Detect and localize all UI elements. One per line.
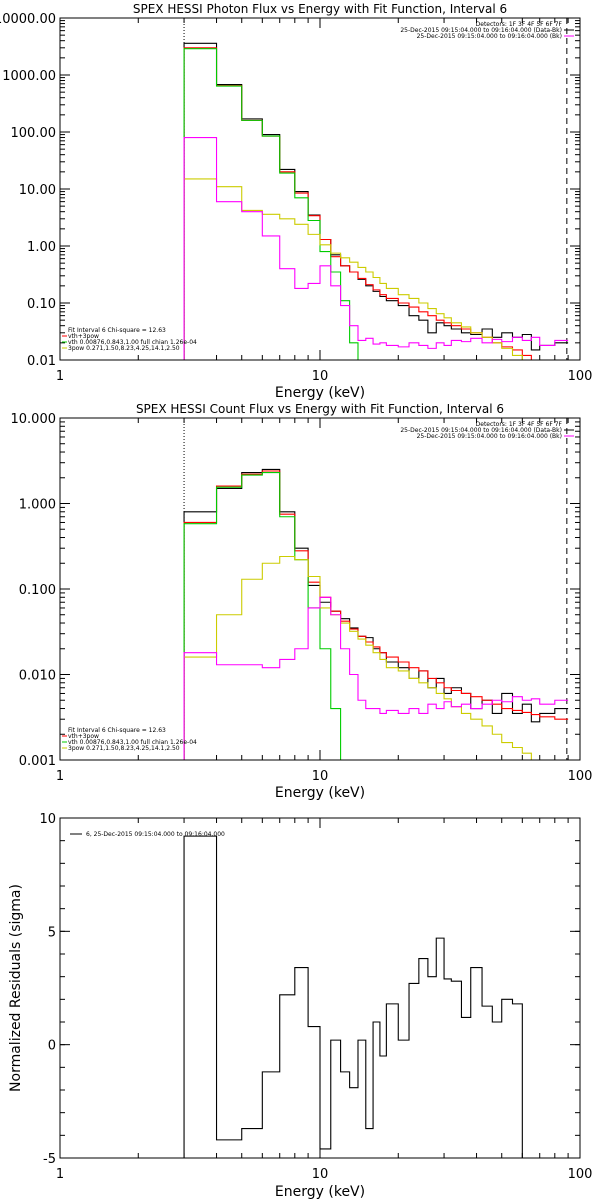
photon-flux-plot: 1 10 100 0.01 0.10 1.00 10.00 100.00 1000.00 1000… bbox=[0, 12, 592, 384]
photon-flux-ytick-label: 1.00 bbox=[27, 240, 56, 255]
residuals-ytick-label: 5 bbox=[48, 925, 56, 940]
residuals-series-residuals bbox=[183, 835, 569, 1158]
photon-flux-ytick-label: 10000.00 bbox=[0, 12, 56, 27]
residuals-frame bbox=[59, 817, 581, 1159]
count-flux-series-3pow bbox=[183, 555, 569, 760]
photon-flux-title: SPEX HESSI Photon Flux vs Energy with Fi… bbox=[133, 2, 507, 16]
photon-flux-xtick-label: 100 bbox=[568, 369, 593, 384]
count-flux-xlabel: Energy (keV) bbox=[275, 785, 365, 801]
residuals-ytick-label: -5 bbox=[43, 1152, 56, 1167]
count-flux-ytick-label: 0.001 bbox=[19, 754, 56, 769]
residuals-ytick-label: 10 bbox=[39, 812, 56, 827]
photon-flux-frame bbox=[59, 17, 581, 361]
count-flux-ytick-label: 1.000 bbox=[19, 498, 56, 513]
photon-flux-series-bk bbox=[183, 136, 569, 360]
photon-flux-xtick-label: 10 bbox=[312, 369, 329, 384]
count-flux-xtick-label: 10 bbox=[312, 769, 329, 784]
photon-flux-fit-info-line: vth+3pow bbox=[68, 333, 99, 340]
count-flux-series-bk bbox=[183, 596, 569, 760]
residuals-plot: 1 10 100 -5 0 5 10 6, 25-Dec-2015 09:15:04.000 … bbox=[39, 812, 592, 1182]
count-flux-fit-info-line: 3pow 0.271,1.50,8.23,4.25,14.1,2.50 bbox=[68, 745, 180, 752]
photon-flux-xtick-label: 1 bbox=[56, 369, 64, 384]
residuals-xtick-label: 10 bbox=[312, 1167, 329, 1182]
photon-flux-series-vth bbox=[183, 48, 569, 360]
count-flux-info-line: 25-Dec-2015 09:15:04.000 to 09:16:04.000… bbox=[400, 427, 562, 434]
photon-flux-ytick-label: 10.00 bbox=[19, 183, 56, 198]
count-flux-panel: SPEX HESSI Count Flux vs Energy with Fit… bbox=[11, 402, 593, 801]
residuals-legend-label: 6, 25-Dec-2015 09:15:04.000 to 09:16:04.… bbox=[86, 831, 225, 838]
count-flux-plot: 1 10 100 0.001 0.010 0.100 1.000 10.000 Detector… bbox=[11, 412, 593, 784]
photon-flux-xlabel: Energy (keV) bbox=[275, 385, 365, 401]
residuals-ytick-label: 0 bbox=[48, 1039, 56, 1054]
residuals-xtick-label: 100 bbox=[568, 1167, 593, 1182]
photon-flux-panel: SPEX HESSI Photon Flux vs Energy with Fi… bbox=[0, 2, 592, 401]
photon-flux-ytick-label: 0.10 bbox=[27, 297, 56, 312]
photon-flux-fit-info-line: vth 0.00876,0.843,1.00 full chian 1.26e-… bbox=[68, 339, 197, 346]
count-flux-frame bbox=[59, 417, 581, 761]
count-flux-ytick-label: 10.000 bbox=[11, 412, 57, 427]
residuals-ylabel: Normalized Residuals (sigma) bbox=[8, 884, 24, 1092]
residuals-panel: 1 10 100 -5 0 5 10 6, 25-Dec-2015 09:15:04.000 … bbox=[8, 812, 592, 1200]
residuals-xtick-label: 1 bbox=[56, 1167, 64, 1182]
photon-flux-fit-info-line: Fit Interval 6 Chi-square = 12.63 bbox=[68, 327, 166, 334]
count-flux-title: SPEX HESSI Count Flux vs Energy with Fit… bbox=[136, 402, 504, 416]
residuals-xlabel: Energy (keV) bbox=[275, 1184, 365, 1200]
count-flux-info-line: Detectors: 1F 3F 4F 5F 6F 7F bbox=[476, 421, 563, 428]
count-flux-ytick-label: 0.100 bbox=[19, 583, 56, 598]
photon-flux-ytick-label: 1000.00 bbox=[2, 69, 56, 84]
photon-flux-fit-info-line: 3pow 0.271,1.50,8.23,4.25,14.1,2.50 bbox=[68, 345, 180, 352]
count-flux-ytick-label: 0.010 bbox=[19, 669, 56, 684]
count-flux-fit-info-line: vth 0.00876,0.843,1.00 full chian 1.26e-… bbox=[68, 739, 197, 746]
count-flux-xtick-label: 1 bbox=[56, 769, 64, 784]
photon-flux-info-line: 25-Dec-2015 09:15:04.000 to 09:16:04.000… bbox=[400, 27, 562, 34]
photon-flux-ytick-label: 100.00 bbox=[11, 126, 57, 141]
photon-flux-info-line: Detectors: 1F 3F 4F 5F 6F 7F bbox=[476, 21, 563, 28]
count-flux-fit-info-line: Fit Interval 6 Chi-square = 12.63 bbox=[68, 727, 166, 734]
count-flux-series-vth bbox=[183, 472, 569, 760]
count-flux-xtick-label: 100 bbox=[568, 769, 593, 784]
photon-flux-ytick-label: 0.01 bbox=[27, 354, 56, 369]
photon-flux-info-line: 25-Dec-2015 09:15:04.000 to 09:16:04.000… bbox=[417, 33, 562, 40]
count-flux-fit-info-line: vth+3pow bbox=[68, 733, 99, 740]
count-flux-series-vth-3pow bbox=[183, 470, 569, 760]
count-flux-info-line: 25-Dec-2015 09:15:04.000 to 09:16:04.000… bbox=[417, 433, 562, 440]
